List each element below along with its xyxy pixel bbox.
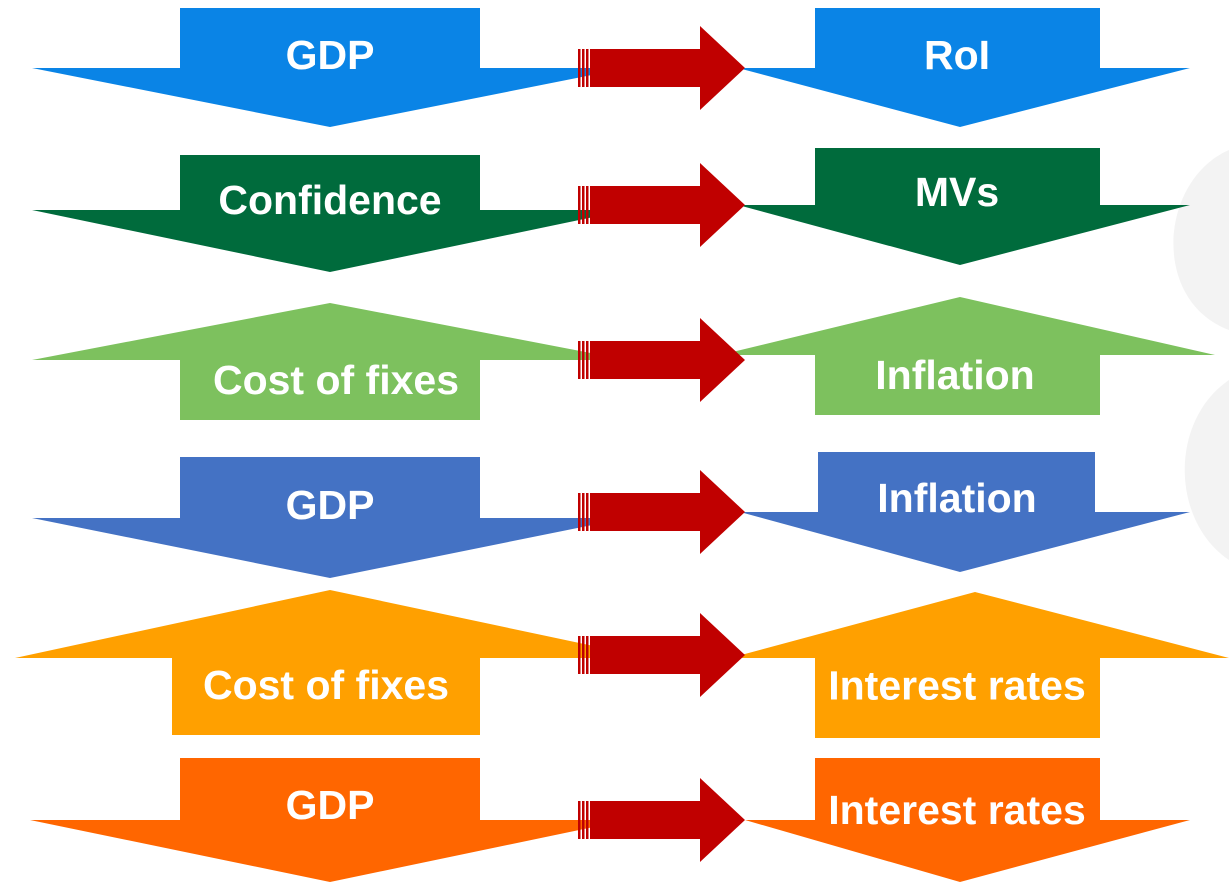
- arrow-label: GDP: [285, 32, 375, 78]
- arrow-label: MVs: [914, 169, 1000, 215]
- arrow-label: Cost of fixes: [202, 662, 450, 708]
- connector-stripe: [586, 341, 589, 379]
- arrow-label: Inflation: [877, 475, 1037, 521]
- connector-stripe: [582, 341, 585, 379]
- connector-stripe: [578, 49, 581, 87]
- connector-stripe: [586, 493, 589, 531]
- connector-stripe: [578, 493, 581, 531]
- arrow-label: Interest rates: [828, 787, 1086, 833]
- block-arrow: [15, 590, 650, 735]
- block-arrow: [738, 8, 1190, 127]
- connector-stripe: [578, 801, 581, 839]
- arrow-label: Cost of fixes: [212, 357, 460, 403]
- connector-stripe: [586, 49, 589, 87]
- connector-stripe: [582, 186, 585, 224]
- connector-stripe: [582, 49, 585, 87]
- connector-stripe: [586, 186, 589, 224]
- connector-stripe: [586, 801, 589, 839]
- connector-stripe: [582, 636, 585, 674]
- arrow-label: Confidence: [218, 177, 442, 223]
- connector-stripe: [582, 801, 585, 839]
- block-arrow: [740, 452, 1190, 572]
- block-arrow: [730, 592, 1229, 738]
- connector-stripe: [582, 493, 585, 531]
- arrow-label: Inflation: [875, 352, 1035, 398]
- block-arrow: [32, 457, 627, 578]
- block-arrow: [32, 303, 627, 420]
- background-decoration: [1173, 150, 1229, 560]
- connector-stripe: [578, 341, 581, 379]
- arrow-label: GDP: [285, 782, 375, 828]
- block-arrow: [30, 758, 627, 882]
- connector-stripe: [586, 636, 589, 674]
- arrow-label: RoI: [923, 32, 991, 78]
- connector-stripe: [578, 636, 581, 674]
- arrow-label: Interest rates: [828, 662, 1086, 709]
- connector-arrow: [590, 613, 745, 697]
- block-arrow: [32, 155, 627, 272]
- block-arrow: [32, 8, 627, 127]
- connector-arrow: [590, 470, 745, 554]
- block-arrow: [720, 297, 1215, 415]
- connector-arrow: [590, 318, 745, 402]
- arrow-label: GDP: [285, 482, 375, 528]
- connector-arrow: [590, 163, 745, 247]
- block-arrow: [745, 758, 1190, 882]
- connector-arrow: [590, 26, 745, 110]
- connector-stripe: [578, 186, 581, 224]
- connector-arrow: [590, 778, 745, 862]
- block-arrow: [738, 148, 1190, 265]
